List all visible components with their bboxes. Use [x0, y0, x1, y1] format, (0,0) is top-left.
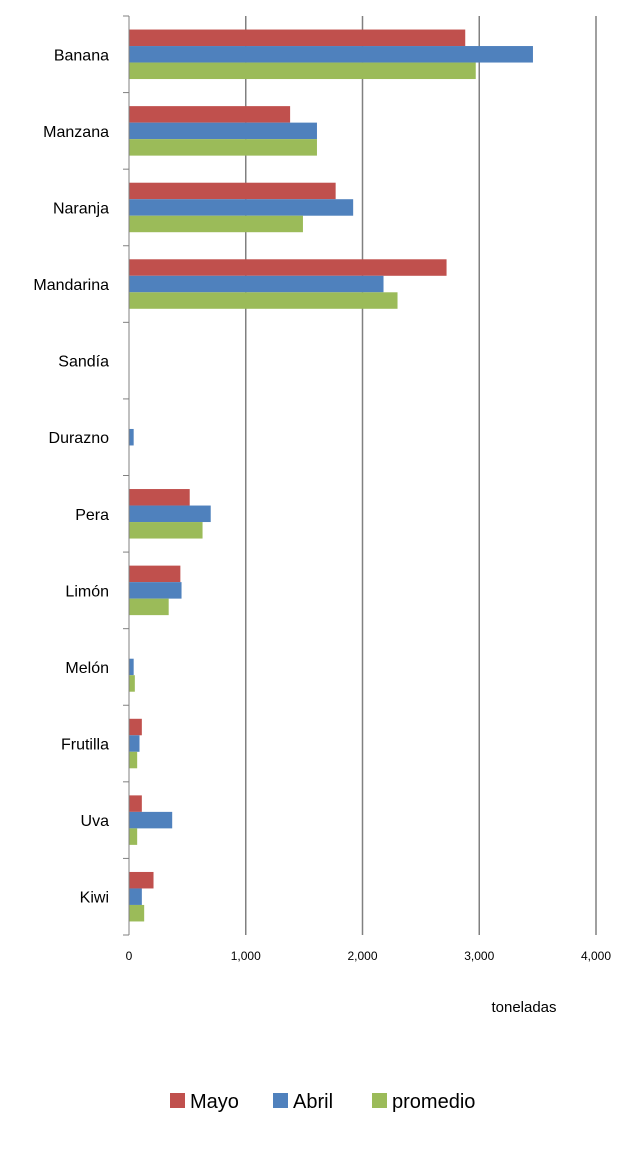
category-label: Uva: [81, 813, 110, 830]
bar-mayo-uva: [129, 795, 142, 812]
bar-mayo-kiwi: [129, 871, 154, 889]
category-labels: Banana Manzana Naranja Mandarina Sandía Duraz…: [33, 47, 109, 906]
gridlines: [245, 16, 597, 935]
bar-promedio-pera: [129, 522, 203, 539]
bars: [129, 29, 533, 922]
category-label: Frutilla: [61, 737, 109, 754]
bar-mayo-manzana: [129, 106, 291, 123]
category-label: Kiwi: [80, 890, 109, 907]
bar-abril-manzana: [129, 122, 317, 140]
bar-abril-uva: [129, 811, 173, 829]
bar-mayo-frutilla: [129, 718, 142, 736]
bar-abril-mandarina: [129, 275, 384, 293]
bar-promedio-uva: [129, 828, 138, 845]
x-tick-labels: 0 1,000 2,000 3,000 4,000: [126, 949, 612, 963]
category-label: Banana: [54, 47, 109, 64]
bar-mayo-pera: [129, 489, 190, 506]
category-label: Durazno: [49, 430, 110, 447]
x-tick-label: 2,000: [347, 949, 377, 963]
bar-abril-durazno: [129, 428, 134, 446]
legend: Mayo Abril promedio: [170, 1091, 475, 1113]
bar-mayo-mandarina: [129, 259, 447, 276]
bar-abril-banana: [129, 46, 533, 63]
legend-swatch-abril: [273, 1093, 288, 1108]
bar-mayo-naranja: [129, 182, 336, 200]
category-label: Naranja: [53, 200, 109, 217]
bar-abril-pera: [129, 505, 211, 523]
category-label: Sandía: [58, 354, 109, 371]
bar-promedio-limón: [129, 598, 169, 616]
bar-promedio-melón: [129, 675, 135, 692]
category-label: Pera: [75, 507, 109, 524]
category-label: Limón: [65, 583, 109, 600]
x-tick-label: 4,000: [581, 949, 611, 963]
bar-promedio-naranja: [129, 215, 303, 233]
x-tick-label: 0: [126, 949, 133, 963]
bar-abril-frutilla: [129, 735, 140, 752]
bar-promedio-frutilla: [129, 751, 138, 769]
bar-promedio-mandarina: [129, 292, 398, 309]
bar-abril-melón: [129, 658, 134, 676]
bar-promedio-manzana: [129, 139, 317, 156]
bar-promedio-banana: [129, 62, 476, 80]
x-tick-label: 3,000: [464, 949, 494, 963]
bar-abril-limón: [129, 582, 182, 599]
bar-mayo-banana: [129, 29, 466, 47]
x-tick-label: 1,000: [231, 949, 261, 963]
x-axis-title: toneladas: [491, 999, 556, 1016]
bar-mayo-limón: [129, 565, 181, 583]
category-label: Manzana: [43, 124, 109, 141]
legend-swatch-promedio: [372, 1093, 387, 1108]
bar-abril-kiwi: [129, 888, 142, 905]
legend-label-promedio: promedio: [392, 1091, 475, 1113]
category-ticks: [123, 15, 129, 936]
category-label: Melón: [65, 660, 109, 677]
bar-abril-naranja: [129, 199, 354, 216]
bar-promedio-kiwi: [129, 904, 145, 922]
legend-swatch-mayo: [170, 1093, 185, 1108]
category-label: Mandarina: [33, 277, 109, 294]
legend-label-mayo: Mayo: [190, 1091, 239, 1113]
legend-label-abril: Abril: [293, 1091, 333, 1113]
